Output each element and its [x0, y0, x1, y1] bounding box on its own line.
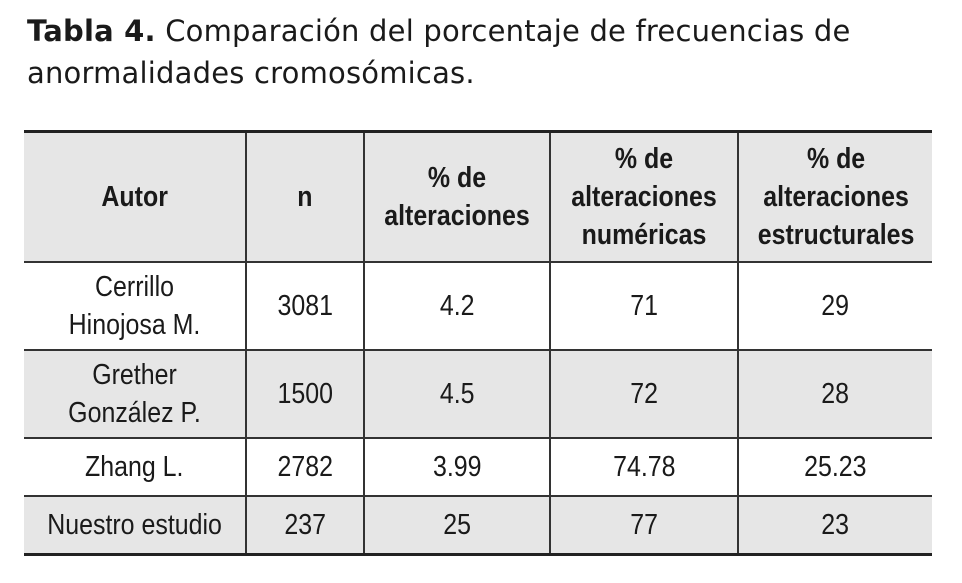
cell-alteraciones-estructurales: 23 [737, 495, 932, 556]
table-row: Zhang L. 2782 3.99 74.78 25.23 [24, 437, 932, 497]
table-row: Cerrillo Hinojosa M. 3081 4.2 71 29 [24, 261, 932, 351]
comparison-table: Autor n % de alteraciones % de alteracio… [24, 130, 932, 556]
cell-alteraciones-numericas: 77 [549, 495, 739, 556]
cell-n: 3081 [245, 261, 365, 351]
header-cell-alteraciones-numericas: % de alteraciones numéricas [549, 130, 739, 263]
comparison-table-container: Autor n % de alteraciones % de alteracio… [24, 130, 932, 556]
cell-alteraciones: 4.2 [363, 261, 551, 351]
table-row: Nuestro estudio 237 25 77 23 [24, 495, 932, 556]
header-cell-autor: Autor [24, 130, 247, 263]
cell-alteraciones: 4.5 [363, 349, 551, 439]
table-caption: Tabla 4. Comparación del porcentaje de f… [27, 10, 937, 94]
caption-text: Comparación del porcentaje de frecuencia… [27, 14, 851, 90]
cell-alteraciones-numericas: 71 [549, 261, 739, 351]
header-cell-alteraciones-estructurales: % de alteraciones estructurales [737, 130, 932, 263]
cell-alteraciones: 25 [363, 495, 551, 556]
caption-label: Tabla 4. [27, 14, 156, 48]
header-cell-n: n [245, 130, 365, 263]
cell-alteraciones: 3.99 [363, 437, 551, 497]
cell-n: 1500 [245, 349, 365, 439]
table-header-row: Autor n % de alteraciones % de alteracio… [24, 130, 932, 263]
cell-alteraciones-estructurales: 28 [737, 349, 932, 439]
table-row: Grether González P. 1500 4.5 72 28 [24, 349, 932, 439]
cell-alteraciones-estructurales: 29 [737, 261, 932, 351]
cell-n: 2782 [245, 437, 365, 497]
cell-autor: Grether González P. [24, 349, 247, 439]
cell-autor: Zhang L. [24, 437, 247, 497]
cell-alteraciones-estructurales: 25.23 [737, 437, 932, 497]
cell-autor: Cerrillo Hinojosa M. [24, 261, 247, 351]
cell-autor: Nuestro estudio [24, 495, 247, 556]
cell-n: 237 [245, 495, 365, 556]
cell-alteraciones-numericas: 72 [549, 349, 739, 439]
cell-alteraciones-numericas: 74.78 [549, 437, 739, 497]
header-cell-alteraciones: % de alteraciones [363, 130, 551, 263]
